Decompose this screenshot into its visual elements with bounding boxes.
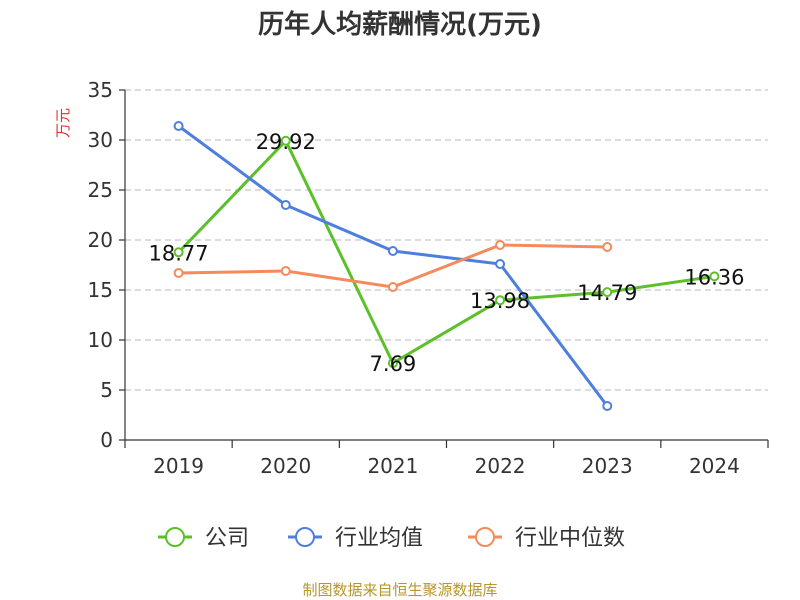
x-tick-label: 2023 <box>582 454 633 478</box>
x-tick-label: 2021 <box>367 454 418 478</box>
y-tick-label: 5 <box>100 378 113 402</box>
data-point-0 <box>709 271 720 282</box>
data-label: 29.92 <box>256 130 316 154</box>
data-point-0 <box>602 287 613 298</box>
data-point-1 <box>387 246 398 256</box>
data-point-0 <box>495 295 506 306</box>
data-point-1 <box>173 121 184 131</box>
data-point-1 <box>495 259 506 269</box>
data-label: 7.69 <box>370 352 417 376</box>
x-tick-label: 2020 <box>260 454 311 478</box>
data-labels: 18.77 29.92 7.69 13.98 14.79 16.36 <box>149 130 745 376</box>
y-tick-label: 30 <box>88 128 113 152</box>
data-point-2 <box>280 266 291 276</box>
legend-marker <box>475 527 495 547</box>
data-point-2 <box>173 268 184 278</box>
y-tick-label: 35 <box>88 78 113 102</box>
y-tick-label: 15 <box>88 278 113 302</box>
data-point-2 <box>602 242 613 252</box>
data-label: 13.98 <box>470 289 530 313</box>
data-point-2 <box>495 240 506 250</box>
legend-label: 公司 <box>205 526 249 551</box>
series-line-0 <box>177 139 715 365</box>
data-label: 16.36 <box>684 265 744 289</box>
data-point-2 <box>387 282 398 292</box>
y-tick-label: 0 <box>100 428 113 452</box>
data-label: 18.77 <box>149 241 209 265</box>
data-point-0 <box>280 135 291 146</box>
legend[interactable]: 公司 行业均值 行业中位数 <box>158 526 625 551</box>
legend-label: 行业均值 <box>335 526 423 551</box>
data-point-1 <box>280 200 291 210</box>
legend-marker <box>165 527 185 547</box>
x-tick-label: 2022 <box>475 454 526 478</box>
legend-item-0[interactable]: 公司 <box>158 526 249 551</box>
x-tick-label: 2024 <box>689 454 740 478</box>
legend-item-1[interactable]: 行业均值 <box>288 526 423 551</box>
x-tick-label: 2019 <box>153 454 204 478</box>
y-tick-label: 20 <box>88 228 113 252</box>
legend-item-2[interactable]: 行业中位数 <box>468 526 625 551</box>
data-point-0 <box>173 247 184 258</box>
axes: 0 5 10 15 20 25 30 35 2019 2020 2021 2022 2023 2024 <box>88 78 769 478</box>
series-group <box>173 121 720 411</box>
data-point-0 <box>387 358 398 369</box>
data-point-1 <box>602 401 613 411</box>
legend-label: 行业中位数 <box>515 526 625 551</box>
legend-marker <box>295 527 315 547</box>
y-tick-label: 10 <box>88 328 113 352</box>
gridlines <box>125 89 768 391</box>
y-tick-label: 25 <box>88 178 113 202</box>
y-axis-unit: 万元 <box>54 108 72 138</box>
chart-title: 历年人均薪酬情况(万元) <box>258 9 542 40</box>
data-label: 14.79 <box>577 281 637 305</box>
source-note: 制图数据来自恒生聚源数据库 <box>302 581 497 599</box>
